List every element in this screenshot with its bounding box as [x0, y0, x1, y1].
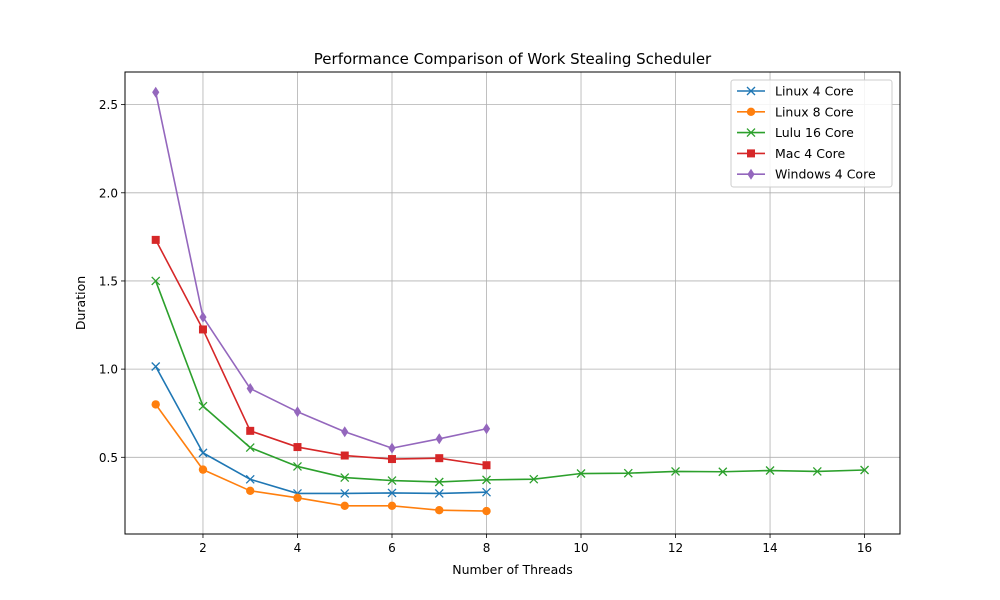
- x-axis-label: Number of Threads: [452, 562, 572, 577]
- data-point-linux-8-core: [482, 506, 491, 516]
- data-point-linux-8-core: [151, 400, 160, 409]
- data-point-lulu-16-core: [293, 462, 302, 471]
- data-point-mac-4-core: [435, 454, 444, 463]
- data-point-windows-4-core: [341, 426, 349, 438]
- data-point-linux-8-core: [293, 493, 302, 503]
- data-point-lulu-16-core: [718, 467, 728, 477]
- data-point-mac-4-core: [293, 443, 302, 452]
- data-point-linux-4-core: [434, 488, 444, 498]
- legend-marker: [746, 128, 756, 138]
- legend: Linux 4 Core Linux 8 Core Lulu 16 Core Mac …: [730, 79, 893, 188]
- data-point-lulu-16-core: [198, 401, 208, 411]
- series-line-lulu-16-core: [154, 280, 865, 483]
- data-point-lulu-16-core: [245, 443, 255, 453]
- legend-marker: [746, 107, 756, 117]
- series-lulu-16-core: [151, 276, 870, 487]
- data-point-mac-4-core: [198, 325, 207, 334]
- data-point-mac-4-core: [340, 451, 349, 460]
- data-point-windows-4-core: [293, 406, 302, 418]
- data-point-linux-4-core: [198, 448, 208, 458]
- data-point-linux-8-core: [198, 465, 208, 474]
- data-point-mac-4-core: [482, 461, 491, 470]
- series-line-windows-4-core: [154, 92, 487, 449]
- y-tick-label: 2.5: [99, 98, 118, 112]
- data-point-linux-8-core: [340, 501, 349, 510]
- data-point-linux-8-core: [387, 501, 397, 510]
- data-point-lulu-16-core: [529, 474, 539, 484]
- legend-marker: [747, 149, 755, 158]
- data-point-lulu-16-core: [340, 473, 350, 483]
- series-group: [151, 86, 870, 516]
- x-tick-label: 4: [294, 541, 302, 555]
- y-tick-label: 2.0: [99, 186, 118, 200]
- series-line-mac-4-core: [155, 239, 487, 467]
- data-point-windows-4-core: [388, 442, 396, 454]
- x-tick-label: 10: [573, 541, 588, 555]
- data-point-linux-4-core: [340, 488, 350, 498]
- plot-frame: [124, 71, 901, 535]
- data-point-mac-4-core: [246, 426, 255, 435]
- data-point-lulu-16-core: [576, 469, 586, 478]
- data-point-linux-8-core: [435, 505, 444, 515]
- x-tick-label: 6: [388, 541, 396, 555]
- data-point-mac-4-core: [387, 455, 396, 464]
- x-tick-label: 14: [762, 541, 777, 555]
- data-point-lulu-16-core: [482, 475, 491, 485]
- y-tick-label: 1.0: [99, 363, 118, 377]
- legend-label: Windows 4 Core: [775, 167, 876, 182]
- data-point-lulu-16-core: [671, 466, 680, 476]
- data-point-lulu-16-core: [387, 476, 397, 486]
- data-point-lulu-16-core: [860, 465, 870, 475]
- data-point-linux-4-core: [151, 362, 161, 371]
- x-tick-label: 16: [857, 541, 872, 555]
- data-point-windows-4-core: [199, 311, 207, 323]
- legend-entry-linux-8-core: Linux 8 Core: [737, 104, 854, 119]
- data-point-lulu-16-core: [623, 468, 633, 478]
- y-tick-label: 1.5: [99, 274, 118, 288]
- legend-label: Linux 4 Core: [775, 84, 854, 99]
- legend-label: Mac 4 Core: [775, 146, 845, 161]
- data-point-windows-4-core: [482, 423, 491, 435]
- chart-title: Performance Comparison of Work Stealing …: [314, 50, 712, 68]
- legend-marker: [746, 86, 756, 96]
- data-point-mac-4-core: [151, 235, 160, 244]
- y-tick-label: 0.5: [99, 451, 118, 465]
- series-mac-4-core: [151, 235, 491, 470]
- data-point-linux-8-core: [246, 486, 255, 495]
- data-point-lulu-16-core: [812, 466, 822, 476]
- data-point-linux-4-core: [245, 474, 255, 484]
- legend-label: Lulu 16 Core: [775, 125, 854, 140]
- series-line-linux-4-core: [155, 366, 487, 495]
- series-linux-4-core: [151, 362, 491, 498]
- data-point-linux-4-core: [387, 488, 397, 498]
- x-tick-label: 2: [199, 541, 207, 555]
- series-windows-4-core: [152, 86, 491, 454]
- series-linux-8-core: [151, 400, 491, 516]
- x-tick-label: 8: [483, 541, 491, 555]
- legend-entry-linux-4-core: Linux 4 Core: [737, 84, 854, 99]
- data-point-lulu-16-core: [151, 276, 161, 286]
- legend-marker: [747, 168, 755, 180]
- legend-entry-mac-4-core: Mac 4 Core: [737, 146, 845, 161]
- x-tick-label: 12: [668, 541, 683, 555]
- data-point-lulu-16-core: [434, 477, 444, 487]
- y-axis-label: Duration: [73, 276, 88, 330]
- data-point-linux-4-core: [482, 487, 491, 497]
- data-point-windows-4-core: [152, 86, 160, 98]
- axis-ticks: 2 4 6 8 10 12 14 16 0.5 1.0 1.5 2.0 2.5: [99, 98, 872, 555]
- data-point-lulu-16-core: [765, 466, 775, 475]
- data-point-windows-4-core: [246, 383, 254, 395]
- legend-entry-windows-4-core: Windows 4 Core: [737, 167, 876, 182]
- legend-entry-lulu-16-core: Lulu 16 Core: [737, 125, 854, 140]
- series-line-linux-8-core: [155, 403, 487, 512]
- data-point-windows-4-core: [435, 433, 443, 445]
- legend-label: Linux 8 Core: [775, 104, 854, 119]
- legend-box: [730, 79, 893, 188]
